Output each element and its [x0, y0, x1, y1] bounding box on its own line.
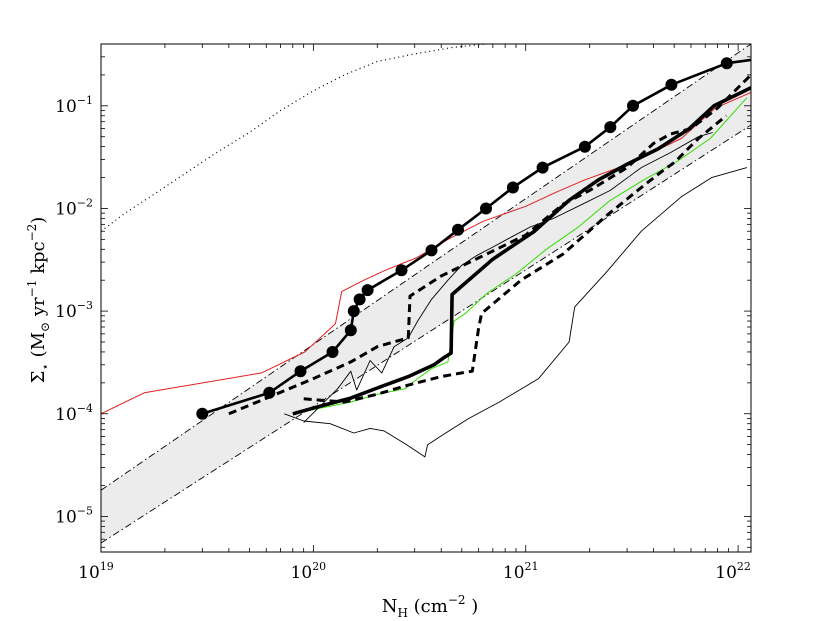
data-point-marker — [347, 305, 360, 318]
data-point-marker — [665, 78, 678, 91]
y-tick-label: 10−4 — [55, 402, 93, 425]
data-point-marker — [627, 99, 639, 112]
band-lower-line — [101, 124, 751, 544]
data-point-marker — [452, 223, 464, 236]
data-point-marker — [578, 140, 591, 153]
series-thick-solid-line-7 — [292, 86, 751, 416]
x-tick-label: 1019 — [78, 560, 114, 583]
y-tick-label: 10−3 — [55, 299, 93, 322]
shaded-band — [101, 44, 751, 544]
data-point-marker — [263, 386, 276, 399]
band-upper-line — [101, 44, 751, 491]
data-point-marker — [344, 324, 357, 337]
series-green-line-2 — [313, 97, 748, 410]
data-point-marker — [361, 284, 374, 297]
series-contour-line-4 — [303, 132, 713, 423]
data-point-marker — [425, 244, 438, 257]
y-tick-label: 10−2 — [55, 196, 93, 219]
data-point-marker — [480, 202, 492, 215]
series-contour-line-3 — [284, 167, 748, 458]
series-dotted-line-0 — [101, 44, 487, 232]
y-tick-label: 10−5 — [55, 504, 93, 527]
series-thick-dashed-line-6 — [303, 114, 728, 404]
plot-border — [100, 43, 752, 553]
data-point-marker — [604, 121, 617, 134]
data-point-marker — [506, 181, 519, 194]
x-axis-label: NH (cm−2 ) — [382, 593, 479, 620]
data-point-marker — [395, 264, 408, 277]
axes-frame — [100, 43, 752, 553]
data-point-marker — [196, 407, 209, 420]
y-axis-label: Σ⋆ (M⊙ yr−1 kpc−2) — [25, 217, 52, 384]
x-tick-label: 1022 — [715, 560, 751, 583]
data-point-marker — [353, 293, 366, 306]
plot-area — [101, 44, 751, 544]
x-tick-label: 1021 — [503, 560, 539, 583]
data-point-marker — [326, 346, 339, 358]
x-tick-label: 1020 — [291, 560, 327, 583]
data-point-marker — [720, 57, 733, 70]
tick-labels: 1019 1020 1021 1022 10−5 10−4 10−3 10−2 10−1 — [55, 94, 751, 583]
data-point-marker — [536, 161, 549, 174]
y-tick-label: 10−1 — [55, 94, 93, 117]
data-point-marker — [294, 365, 307, 378]
